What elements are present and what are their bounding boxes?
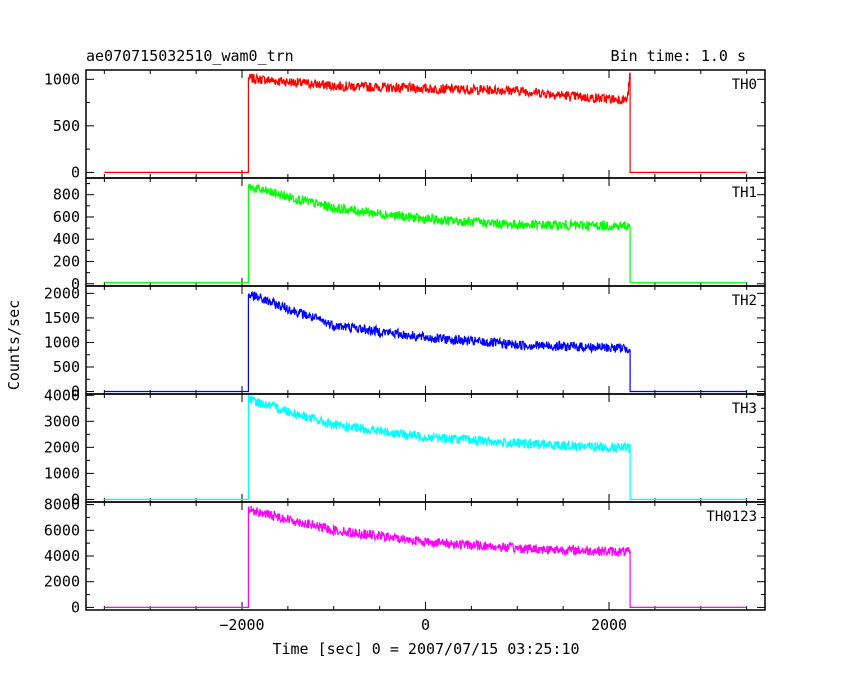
y-tick-label-th0123: 8000	[44, 496, 80, 514]
y-tick-label-th0: 500	[53, 117, 80, 135]
y-tick-label-th0123: 4000	[44, 547, 80, 565]
y-tick-label-th3: 0	[71, 490, 80, 508]
y-tick-label-th3: 4000	[44, 386, 80, 404]
series-line-th1	[104, 182, 747, 284]
y-tick-label-th2: 2000	[44, 284, 80, 302]
bin-time-label: Bin time: 1.0 s	[611, 47, 746, 65]
y-tick-label-th3: 1000	[44, 464, 80, 482]
panels-group: 0 500 1000 TH0 0 200 400 600 800 TH1 0 500 1000 1500 2…	[44, 69, 766, 634]
panel-frame-th0123	[85, 501, 766, 611]
panel-label-th1: TH1	[732, 185, 757, 201]
x-tick-label: −2000	[219, 616, 264, 634]
panel-label-th0123: TH0123	[706, 509, 757, 525]
y-tick-label-th2: 0	[71, 383, 80, 401]
series-line-th0123	[104, 506, 747, 609]
series-line-th3	[104, 394, 747, 500]
y-tick-label-th1: 600	[53, 208, 80, 226]
y-tick-label-th3: 3000	[44, 412, 80, 430]
y-tick-label-th3: 2000	[44, 438, 80, 456]
y-tick-label-th0123: 0	[71, 598, 80, 616]
series-line-th0	[104, 72, 747, 173]
y-tick-label-th1: 200	[53, 253, 80, 271]
y-tick-label-th2: 500	[53, 358, 80, 376]
panel-label-th2: TH2	[732, 293, 757, 309]
y-tick-label-th0123: 2000	[44, 573, 80, 591]
panel-label-th0: TH0	[732, 77, 757, 93]
y-tick-label-th0123: 6000	[44, 521, 80, 539]
y-tick-label-th0: 1000	[44, 70, 80, 88]
y-tick-label-th2: 1500	[44, 309, 80, 327]
x-tick-label: 0	[421, 616, 430, 634]
y-tick-label-th1: 800	[53, 186, 80, 204]
y-tick-label-th2: 1000	[44, 333, 80, 351]
y-tick-label-th1: 400	[53, 230, 80, 248]
y-tick-label-th0: 0	[71, 163, 80, 181]
series-line-th2	[104, 290, 747, 393]
x-axis-label: Time [sec] 0 = 2007/07/15 03:25:10	[272, 640, 579, 658]
panel-label-th3: TH3	[732, 401, 757, 417]
y-tick-label-th1: 0	[71, 275, 80, 293]
panel-frame-th1	[85, 177, 766, 287]
panel-frame-th3	[85, 393, 766, 503]
x-tick-label: 2000	[591, 616, 627, 634]
chart-title: ae070715032510_wam0_trn	[86, 47, 294, 65]
y-axis-label: Counts/sec	[5, 300, 23, 390]
